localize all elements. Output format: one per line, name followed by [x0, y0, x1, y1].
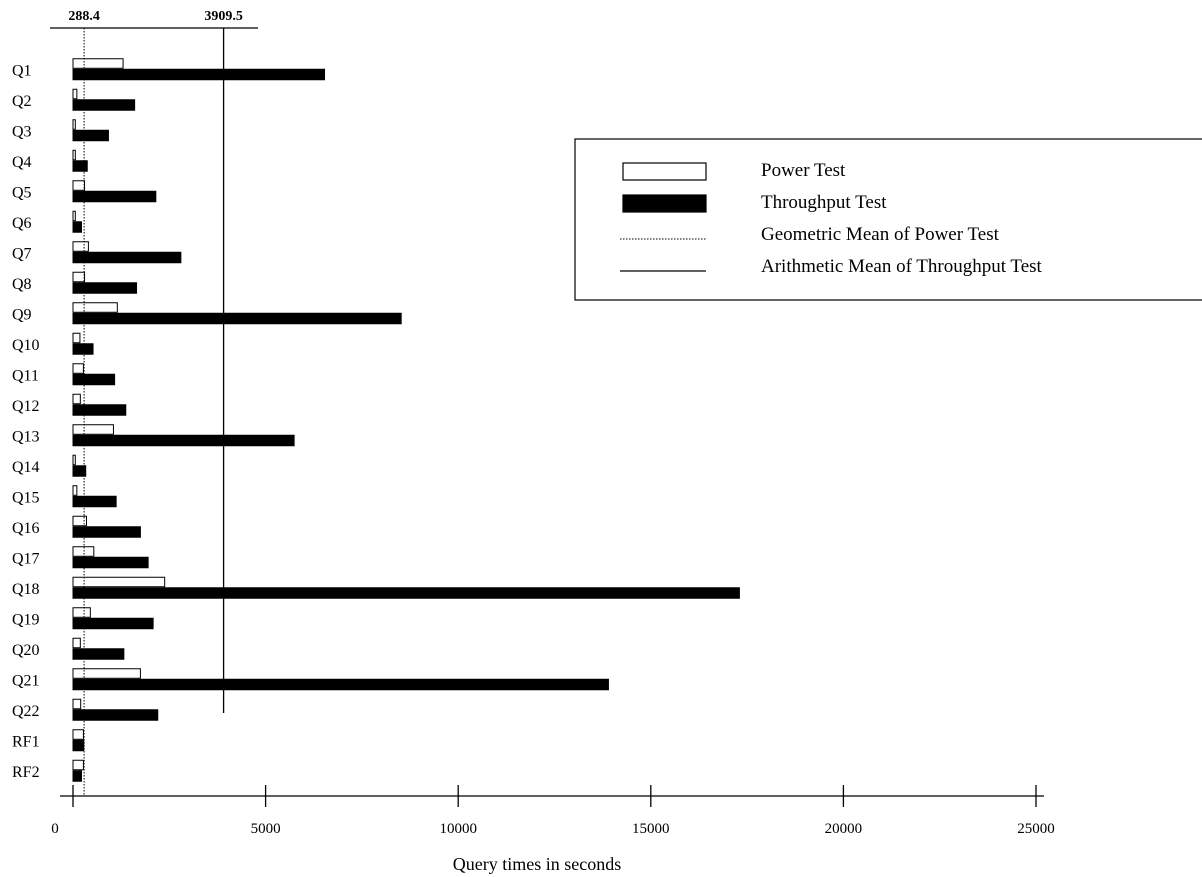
bar-throughput-test-q16 [72, 526, 141, 538]
category-label-q12: Q12 [12, 398, 40, 415]
bar-power-test-q7 [72, 241, 89, 252]
bar-throughput-test-q7 [72, 251, 182, 264]
bar-throughput-test-q13 [72, 434, 295, 447]
bar-power-test-q4 [72, 149, 76, 161]
bar-power-test-q16 [72, 515, 87, 527]
category-label-q16: Q16 [12, 520, 40, 537]
bar-throughput-test-q4 [72, 160, 88, 172]
category-label-q15: Q15 [12, 489, 40, 506]
x-tick-label-20000: 20000 [825, 821, 863, 837]
bar-throughput-test-q19 [72, 617, 154, 630]
bar-power-test-q17 [72, 546, 95, 557]
bar-throughput-test-q22 [72, 709, 159, 721]
category-label-q19: Q19 [12, 611, 40, 628]
bar-power-test-q20 [72, 637, 81, 649]
x-axis-title: Query times in seconds [453, 854, 621, 874]
bar-power-test-q5 [72, 180, 86, 191]
category-label-q20: Q20 [12, 642, 40, 659]
bar-throughput-test-q18 [72, 587, 740, 599]
bar-power-test-rf2 [72, 759, 84, 771]
bar-power-test-rf1 [72, 729, 84, 740]
x-tick-label-10000: 10000 [439, 821, 477, 837]
bar-power-test-q9 [72, 302, 118, 313]
category-label-q7: Q7 [12, 245, 32, 262]
plot-area: 288.4 3909.5 0 5000 10000 15000 20000 25000 Q1… [12, 9, 1055, 837]
category-label-q14: Q14 [12, 459, 40, 476]
bar-power-test-q2 [72, 88, 78, 100]
category-label-q21: Q21 [12, 672, 40, 689]
bar-throughput-test-q5 [72, 190, 157, 203]
category-label-q2: Q2 [12, 93, 32, 110]
category-label-q6: Q6 [12, 215, 32, 232]
bar-throughput-test-rf2 [72, 770, 82, 782]
x-tick-label-5000: 5000 [251, 821, 281, 837]
x-tick-label-0: 0 [51, 821, 59, 837]
bar-throughput-test-q1 [72, 68, 326, 81]
bar-power-test-q12 [72, 393, 81, 405]
category-label-q4: Q4 [12, 154, 32, 171]
bar-throughput-test-q17 [72, 556, 149, 569]
category-label-rf2: RF2 [12, 764, 40, 781]
category-label-q9: Q9 [12, 306, 32, 323]
x-axis: 0 5000 10000 15000 20000 25000 [51, 785, 1055, 837]
category-label-q3: Q3 [12, 123, 32, 140]
bar-power-test-q1 [72, 58, 124, 69]
bar-throughput-test-q20 [72, 648, 125, 660]
x-tick-label-25000: 25000 [1017, 821, 1055, 837]
bar-power-test-q13 [72, 424, 114, 435]
reference-label-arithmetic-mean-of-throughput-test: 3909.5 [204, 9, 243, 24]
x-tick-label-15000: 15000 [632, 821, 670, 837]
bar-throughput-test-q14 [72, 465, 87, 477]
reference-label-geometric-mean-of-power-test: 288.4 [68, 9, 100, 24]
bar-throughput-test-q9 [72, 312, 402, 325]
bar-power-test-q22 [72, 698, 82, 710]
legend-label-power-test: Power Test [761, 160, 846, 181]
bar-throughput-test-q11 [72, 373, 116, 386]
bar-power-test-q15 [72, 485, 78, 496]
bar-power-test-q3 [72, 119, 76, 130]
bar-throughput-test-q3 [72, 129, 109, 142]
bar-throughput-test-q8 [72, 282, 138, 294]
bar-power-test-q18 [72, 576, 166, 588]
bar-power-test-q10 [72, 332, 81, 344]
category-label-q10: Q10 [12, 337, 40, 354]
bar-power-test-q11 [72, 363, 84, 374]
category-label-q1: Q1 [12, 62, 32, 79]
category-label-q22: Q22 [12, 703, 40, 720]
legend: Power Test Throughput Test Geometric Mean … [574, 138, 1202, 301]
bar-throughput-test-q6 [72, 221, 82, 233]
bars-layer [72, 58, 740, 782]
category-label-q8: Q8 [12, 276, 32, 293]
bar-power-test-q19 [72, 607, 91, 618]
bar-throughput-test-q12 [72, 404, 127, 416]
category-label-q17: Q17 [12, 550, 40, 567]
legend-label-arithmetic-mean-of-throughput-test: Arithmetic Mean of Throughput Test [761, 256, 1043, 277]
legend-swatch-power-test [622, 162, 707, 181]
category-label-rf1: RF1 [12, 733, 40, 750]
bar-power-test-q14 [72, 454, 76, 466]
bar-power-test-q6 [72, 210, 76, 222]
bar-throughput-test-q10 [72, 343, 94, 355]
category-label-q11: Q11 [12, 367, 39, 384]
bar-throughput-test-q15 [72, 495, 117, 508]
category-label-q13: Q13 [12, 428, 40, 445]
bar-throughput-test-rf1 [72, 739, 85, 752]
bar-power-test-q21 [72, 668, 141, 679]
category-label-q5: Q5 [12, 184, 32, 201]
legend-label-throughput-test: Throughput Test [761, 192, 887, 213]
category-label-q18: Q18 [12, 581, 40, 598]
legend-label-geometric-mean-of-power-test: Geometric Mean of Power Test [761, 224, 1000, 245]
category-labels: Q1 Q2 Q3 Q4 Q5 Q6 Q7 Q8 Q9 Q10 Q11 Q12 Q13 Q14 Q15 Q16 Q… [12, 62, 40, 781]
bar-power-test-q8 [72, 271, 86, 283]
reference-lines: 288.4 3909.5 [50, 9, 258, 796]
bar-throughput-test-q2 [72, 99, 136, 111]
legend-swatch-throughput-test [622, 194, 707, 213]
bar-throughput-test-q21 [72, 678, 609, 691]
